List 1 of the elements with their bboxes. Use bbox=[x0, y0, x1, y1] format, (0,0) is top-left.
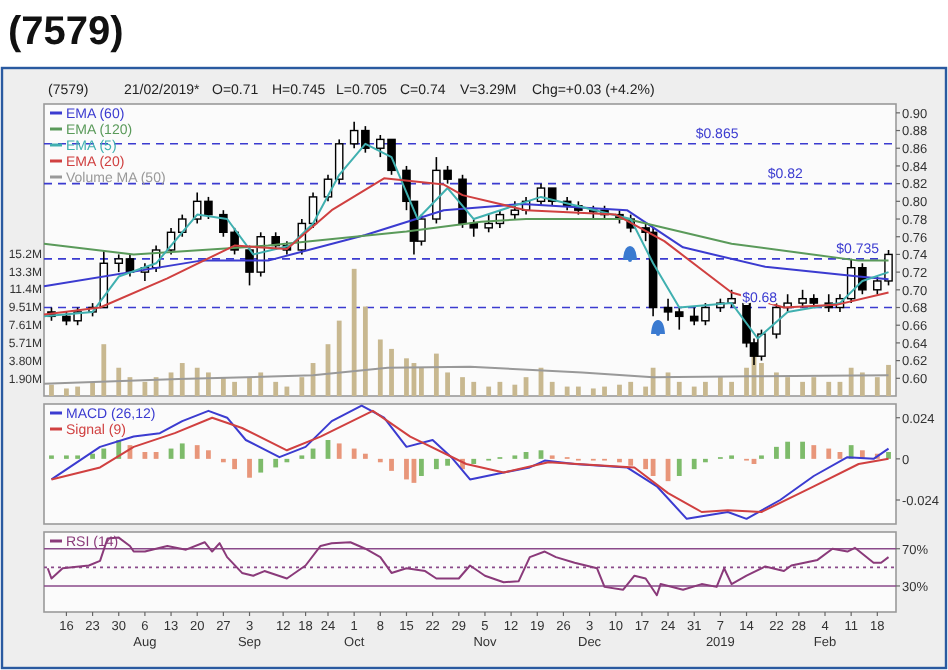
chart-title: (7579) bbox=[8, 10, 124, 54]
